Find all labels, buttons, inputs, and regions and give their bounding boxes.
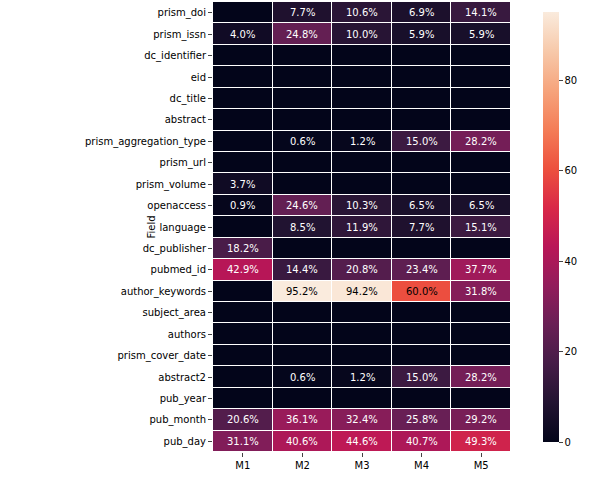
svg-text:0.9%: 0.9% <box>230 200 255 211</box>
svg-text:80: 80 <box>565 75 578 86</box>
svg-text:24.8%: 24.8% <box>286 29 318 40</box>
svg-text:6.5%: 6.5% <box>469 200 494 211</box>
svg-text:37.7%: 37.7% <box>465 264 497 275</box>
svg-text:10.6%: 10.6% <box>346 7 378 18</box>
svg-text:Field: Field <box>146 215 157 238</box>
svg-text:abstract2: abstract2 <box>158 372 206 383</box>
svg-text:8.5%: 8.5% <box>290 222 315 233</box>
svg-text:abstract: abstract <box>165 114 206 125</box>
svg-text:49.3%: 49.3% <box>465 436 497 447</box>
svg-text:subject_area: subject_area <box>142 307 206 319</box>
svg-text:7.7%: 7.7% <box>409 222 434 233</box>
svg-text:dc_publisher: dc_publisher <box>143 243 207 255</box>
svg-text:28.2%: 28.2% <box>465 136 497 147</box>
svg-text:0.6%: 0.6% <box>290 136 315 147</box>
svg-text:3.7%: 3.7% <box>230 179 255 190</box>
svg-text:5.9%: 5.9% <box>469 29 494 40</box>
svg-text:M1: M1 <box>235 460 250 471</box>
svg-text:prism_volume: prism_volume <box>136 179 206 191</box>
svg-text:prism_aggregation_type: prism_aggregation_type <box>85 136 206 148</box>
svg-text:prism_issn: prism_issn <box>153 29 206 41</box>
svg-text:4.0%: 4.0% <box>230 29 255 40</box>
svg-text:language: language <box>159 222 206 233</box>
svg-text:40: 40 <box>565 256 578 267</box>
svg-text:60.0%: 60.0% <box>406 286 438 297</box>
svg-text:1.2%: 1.2% <box>350 372 375 383</box>
svg-text:pub_month: pub_month <box>150 414 207 426</box>
svg-text:31.1%: 31.1% <box>227 436 259 447</box>
svg-text:20: 20 <box>565 346 578 357</box>
svg-text:0: 0 <box>565 437 571 448</box>
svg-text:pub_year: pub_year <box>160 393 207 405</box>
svg-text:10.3%: 10.3% <box>346 200 378 211</box>
svg-text:1.2%: 1.2% <box>350 136 375 147</box>
svg-text:94.2%: 94.2% <box>346 286 378 297</box>
svg-text:15.1%: 15.1% <box>465 222 497 233</box>
svg-text:25.8%: 25.8% <box>406 414 438 425</box>
svg-text:14.1%: 14.1% <box>465 7 497 18</box>
svg-text:prism_doi: prism_doi <box>158 7 206 19</box>
svg-text:prism_cover_date: prism_cover_date <box>117 350 206 362</box>
svg-text:23.4%: 23.4% <box>406 264 438 275</box>
svg-text:15.0%: 15.0% <box>406 136 438 147</box>
svg-text:authors: authors <box>168 329 206 340</box>
svg-text:author_keywords: author_keywords <box>121 286 206 298</box>
svg-text:20.6%: 20.6% <box>227 414 259 425</box>
svg-text:M4: M4 <box>414 460 429 471</box>
svg-text:6.5%: 6.5% <box>409 200 434 211</box>
svg-text:18.2%: 18.2% <box>227 243 259 254</box>
svg-text:95.2%: 95.2% <box>286 286 318 297</box>
svg-text:eid: eid <box>191 72 206 83</box>
svg-text:6.9%: 6.9% <box>409 7 434 18</box>
svg-text:42.9%: 42.9% <box>227 264 259 275</box>
svg-text:14.4%: 14.4% <box>286 264 318 275</box>
svg-text:M5: M5 <box>474 460 489 471</box>
svg-text:pubmed_id: pubmed_id <box>151 264 206 276</box>
svg-text:44.6%: 44.6% <box>346 436 378 447</box>
svg-text:60: 60 <box>565 165 578 176</box>
svg-text:7.7%: 7.7% <box>290 7 315 18</box>
svg-text:openaccess: openaccess <box>147 200 206 211</box>
svg-text:0.6%: 0.6% <box>290 372 315 383</box>
svg-text:15.0%: 15.0% <box>406 372 438 383</box>
svg-text:prism_url: prism_url <box>160 157 206 169</box>
svg-text:5.9%: 5.9% <box>409 29 434 40</box>
svg-text:32.4%: 32.4% <box>346 414 378 425</box>
svg-text:20.8%: 20.8% <box>346 264 378 275</box>
svg-text:24.6%: 24.6% <box>286 200 318 211</box>
svg-text:M3: M3 <box>355 460 370 471</box>
svg-text:40.7%: 40.7% <box>406 436 438 447</box>
svg-text:dc_title: dc_title <box>170 93 206 105</box>
svg-text:28.2%: 28.2% <box>465 372 497 383</box>
svg-text:40.6%: 40.6% <box>286 436 318 447</box>
svg-text:11.9%: 11.9% <box>346 222 378 233</box>
svg-text:10.0%: 10.0% <box>346 29 378 40</box>
svg-text:36.1%: 36.1% <box>286 414 318 425</box>
svg-text:dc_identifier: dc_identifier <box>144 50 207 62</box>
svg-text:31.8%: 31.8% <box>465 286 497 297</box>
svg-text:M2: M2 <box>295 460 310 471</box>
svg-text:29.2%: 29.2% <box>465 414 497 425</box>
svg-text:pub_day: pub_day <box>164 436 207 448</box>
